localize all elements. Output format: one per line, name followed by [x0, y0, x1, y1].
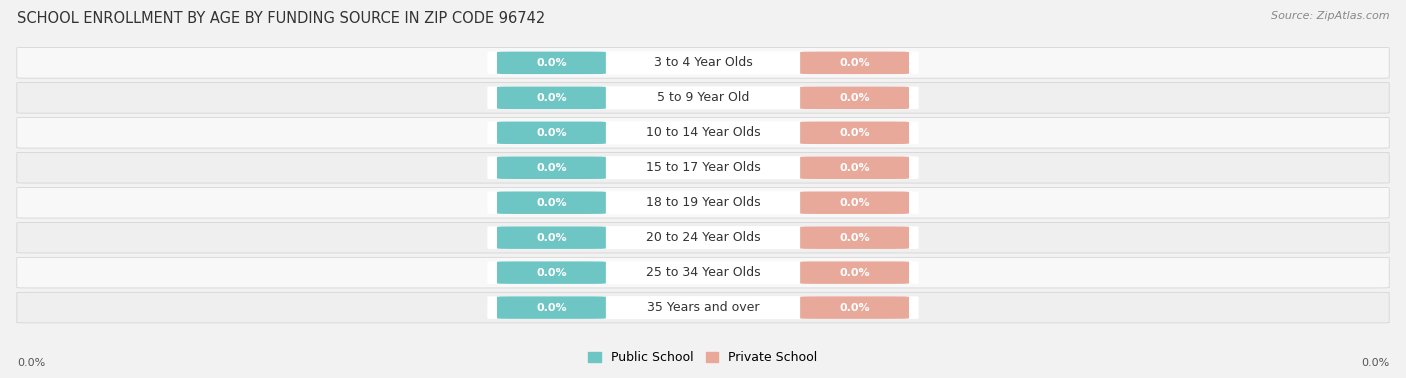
- Text: 0.0%: 0.0%: [536, 58, 567, 68]
- Text: 0.0%: 0.0%: [839, 58, 870, 68]
- FancyBboxPatch shape: [488, 261, 918, 284]
- Text: SCHOOL ENROLLMENT BY AGE BY FUNDING SOURCE IN ZIP CODE 96742: SCHOOL ENROLLMENT BY AGE BY FUNDING SOUR…: [17, 11, 546, 26]
- FancyBboxPatch shape: [17, 257, 1389, 288]
- FancyBboxPatch shape: [496, 121, 606, 144]
- FancyBboxPatch shape: [17, 48, 1389, 78]
- FancyBboxPatch shape: [496, 51, 606, 74]
- FancyBboxPatch shape: [496, 261, 606, 284]
- Text: 0.0%: 0.0%: [839, 198, 870, 208]
- Text: 0.0%: 0.0%: [839, 93, 870, 103]
- FancyBboxPatch shape: [488, 296, 918, 319]
- Text: 0.0%: 0.0%: [839, 163, 870, 173]
- Text: 5 to 9 Year Old: 5 to 9 Year Old: [657, 91, 749, 104]
- FancyBboxPatch shape: [488, 156, 918, 179]
- Text: 0.0%: 0.0%: [536, 93, 567, 103]
- FancyBboxPatch shape: [496, 226, 606, 249]
- FancyBboxPatch shape: [800, 226, 910, 249]
- Text: 3 to 4 Year Olds: 3 to 4 Year Olds: [654, 56, 752, 69]
- FancyBboxPatch shape: [488, 86, 918, 109]
- FancyBboxPatch shape: [17, 118, 1389, 148]
- Text: 15 to 17 Year Olds: 15 to 17 Year Olds: [645, 161, 761, 174]
- Text: Source: ZipAtlas.com: Source: ZipAtlas.com: [1271, 11, 1389, 21]
- Text: 18 to 19 Year Olds: 18 to 19 Year Olds: [645, 196, 761, 209]
- Text: 35 Years and over: 35 Years and over: [647, 301, 759, 314]
- FancyBboxPatch shape: [800, 121, 910, 144]
- Text: 0.0%: 0.0%: [536, 198, 567, 208]
- Text: 0.0%: 0.0%: [536, 128, 567, 138]
- FancyBboxPatch shape: [488, 121, 918, 144]
- FancyBboxPatch shape: [17, 187, 1389, 218]
- Text: 0.0%: 0.0%: [536, 163, 567, 173]
- FancyBboxPatch shape: [488, 191, 918, 214]
- FancyBboxPatch shape: [800, 191, 910, 214]
- Text: 25 to 34 Year Olds: 25 to 34 Year Olds: [645, 266, 761, 279]
- FancyBboxPatch shape: [496, 156, 606, 179]
- Text: 0.0%: 0.0%: [839, 303, 870, 313]
- FancyBboxPatch shape: [800, 296, 910, 319]
- FancyBboxPatch shape: [488, 51, 918, 74]
- FancyBboxPatch shape: [17, 222, 1389, 253]
- Text: 0.0%: 0.0%: [536, 303, 567, 313]
- Text: 20 to 24 Year Olds: 20 to 24 Year Olds: [645, 231, 761, 244]
- Text: 10 to 14 Year Olds: 10 to 14 Year Olds: [645, 126, 761, 139]
- FancyBboxPatch shape: [496, 191, 606, 214]
- FancyBboxPatch shape: [17, 152, 1389, 183]
- Text: 0.0%: 0.0%: [536, 233, 567, 243]
- Text: 0.0%: 0.0%: [839, 128, 870, 138]
- FancyBboxPatch shape: [488, 226, 918, 249]
- Text: 0.0%: 0.0%: [839, 268, 870, 277]
- Legend: Public School, Private School: Public School, Private School: [583, 346, 823, 369]
- FancyBboxPatch shape: [800, 156, 910, 179]
- FancyBboxPatch shape: [496, 87, 606, 109]
- FancyBboxPatch shape: [17, 82, 1389, 113]
- FancyBboxPatch shape: [800, 87, 910, 109]
- FancyBboxPatch shape: [800, 51, 910, 74]
- FancyBboxPatch shape: [496, 296, 606, 319]
- FancyBboxPatch shape: [800, 261, 910, 284]
- Text: 0.0%: 0.0%: [536, 268, 567, 277]
- Text: 0.0%: 0.0%: [1361, 358, 1389, 368]
- FancyBboxPatch shape: [17, 292, 1389, 323]
- Text: 0.0%: 0.0%: [839, 233, 870, 243]
- Text: 0.0%: 0.0%: [17, 358, 45, 368]
